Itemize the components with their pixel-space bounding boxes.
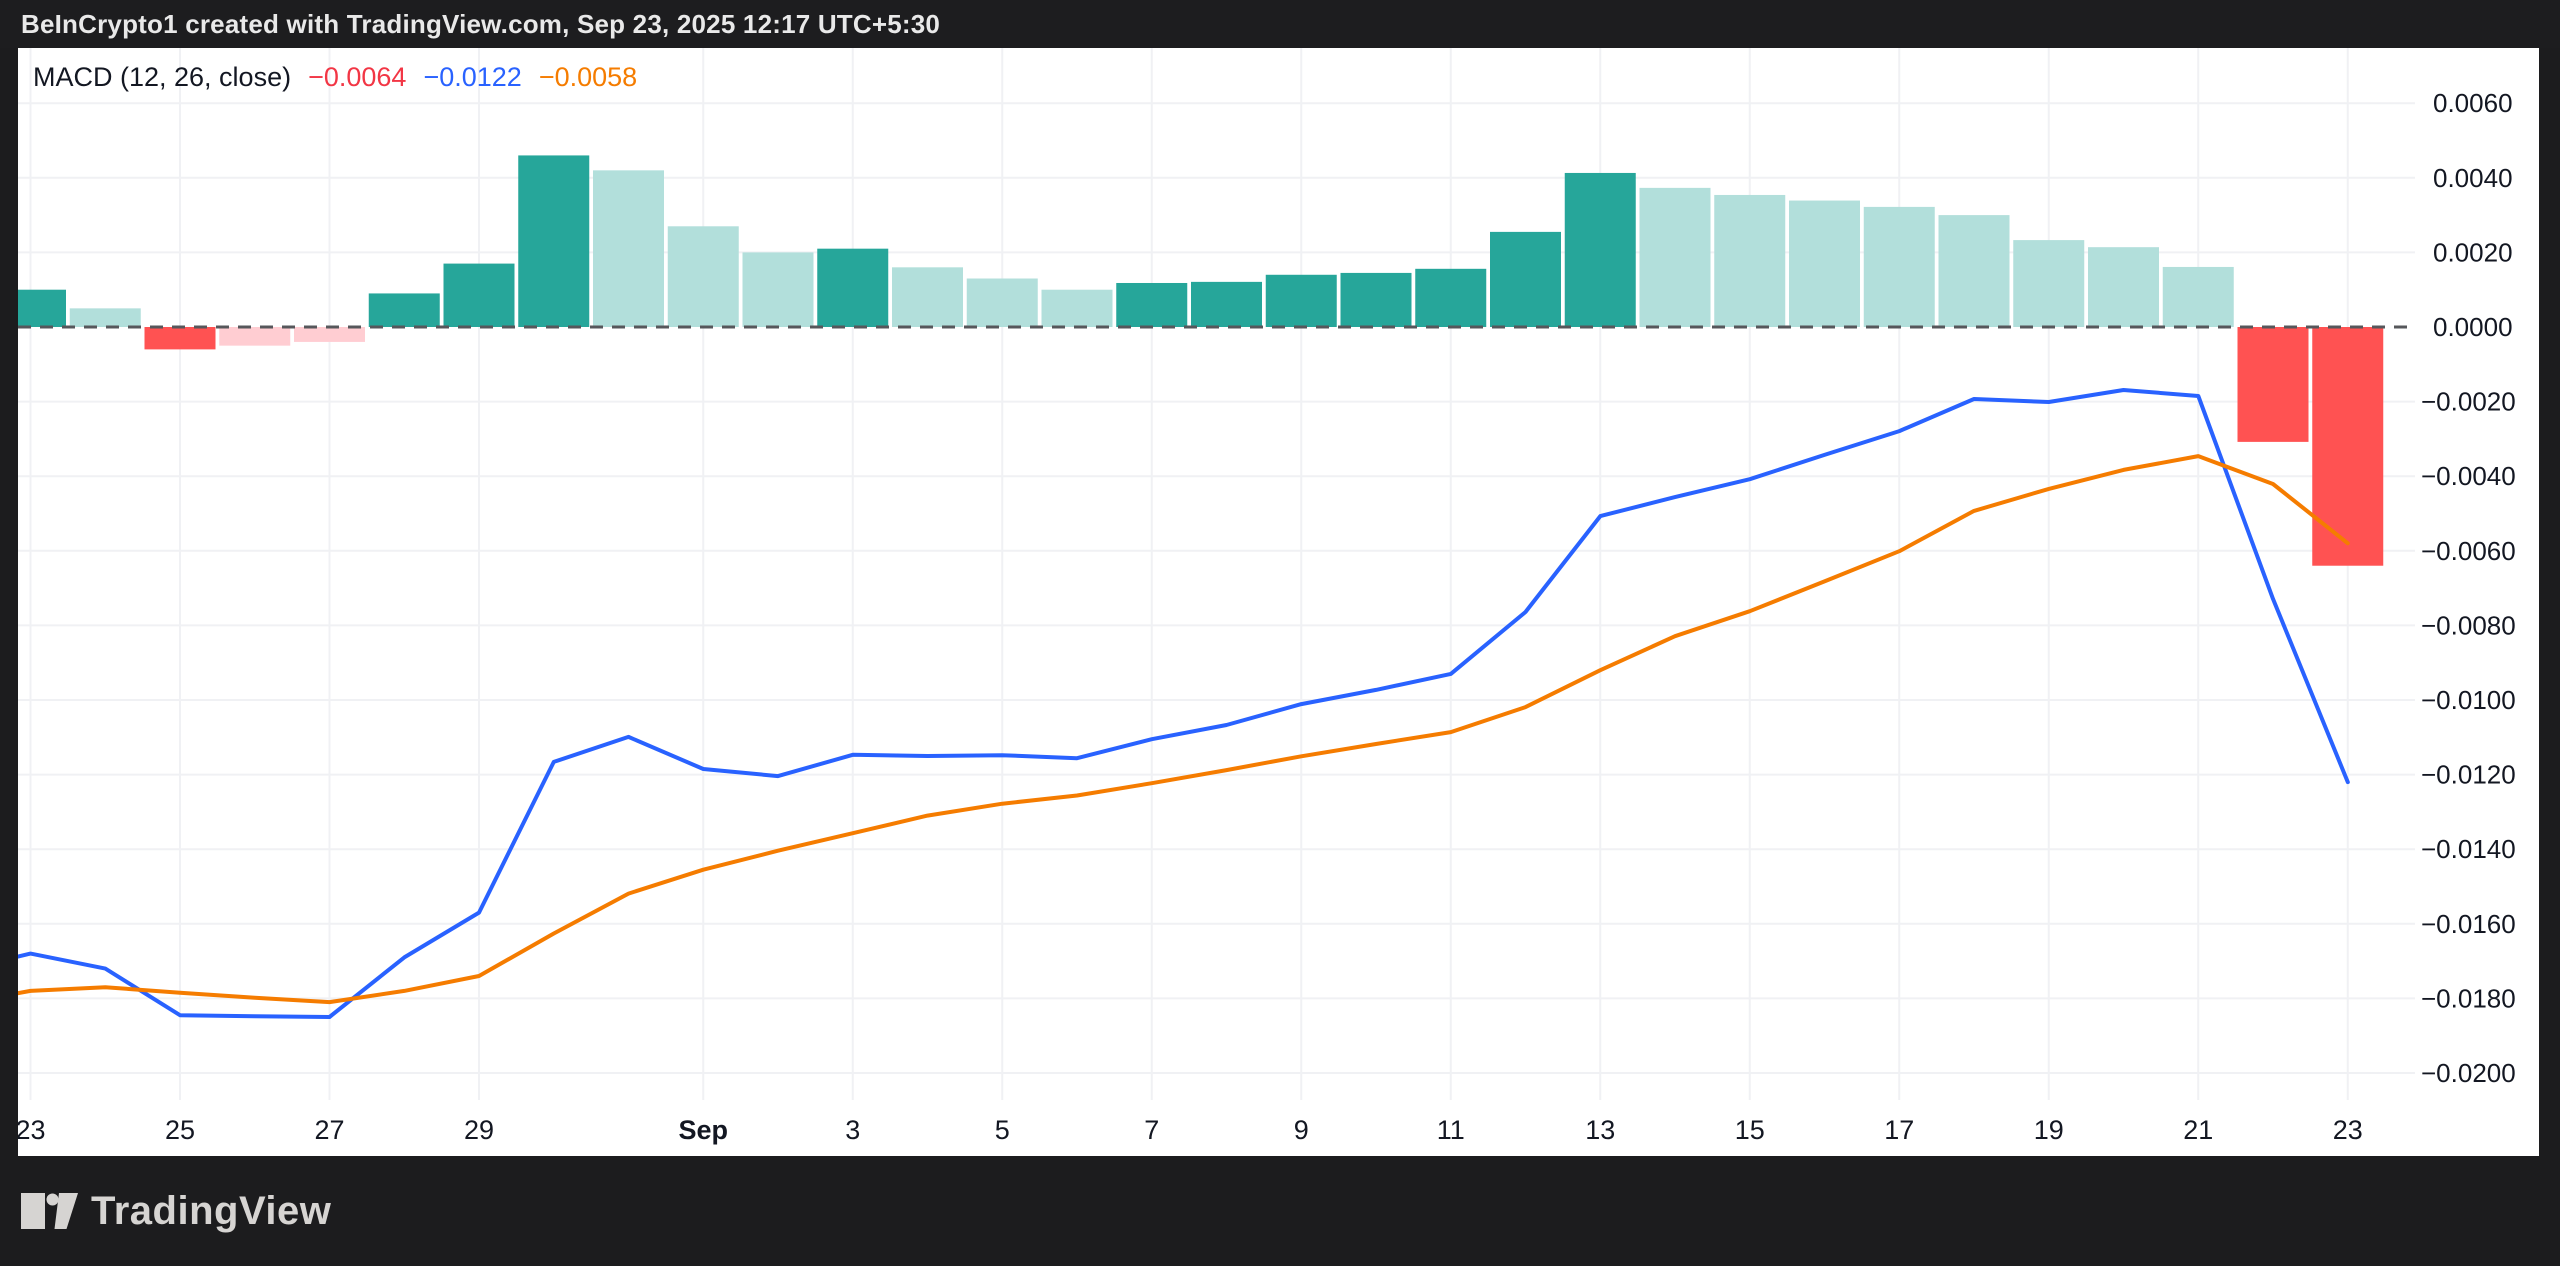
histogram-bar — [1191, 281, 1262, 327]
price-scale-label: 0.0040 — [2433, 163, 2513, 193]
histogram-bar — [2088, 247, 2159, 327]
time-scale-label: 5 — [995, 1115, 1010, 1145]
price-scale-label: −0.0100 — [2421, 685, 2516, 715]
time-scale-label: 7 — [1144, 1115, 1159, 1145]
signal-line — [18, 454, 2350, 1005]
price-scale-label: −0.0060 — [2421, 536, 2516, 566]
price-scale-label: 0.0020 — [2433, 237, 2513, 267]
indicator-legend: MACD (12, 26, close) −0.0064 −0.0122 −0.… — [33, 62, 637, 93]
indicator-title[interactable]: MACD (12, 26, close) — [33, 62, 292, 92]
price-scale-label: 0.0060 — [2433, 88, 2513, 118]
gridlines — [18, 48, 2415, 1100]
macd-chart-canvas[interactable]: 0.0060 0.0040 0.0020 0.0000 −0.0020 −0.0040 −0… — [18, 48, 2539, 1156]
price-scale-label: −0.0160 — [2421, 909, 2516, 939]
snapshot-title: BeInCrypto1 created with TradingView.com… — [21, 8, 941, 39]
time-scale-label: 9 — [1294, 1115, 1309, 1145]
tradingview-brand-text: TradingView — [91, 1188, 332, 1233]
histogram-bar — [1340, 272, 1412, 327]
time-scale-label: 25 — [165, 1115, 195, 1145]
time-scale-label: 17 — [1884, 1115, 1914, 1145]
histogram-bar — [368, 293, 440, 327]
histogram-bar — [2237, 327, 2309, 442]
time-scale-label: 19 — [2034, 1115, 2064, 1145]
histogram-bar — [1041, 289, 1113, 327]
histogram-bar — [1789, 200, 1860, 327]
price-scale-label: −0.0200 — [2421, 1058, 2516, 1088]
histogram-bar — [69, 308, 141, 327]
histogram-bar — [892, 267, 963, 327]
price-scale-label: −0.0140 — [2421, 834, 2516, 864]
histogram-bar — [1938, 215, 2010, 327]
histogram-bar — [1863, 206, 1935, 327]
time-scale-label: 21 — [2183, 1115, 2213, 1145]
histogram-bar — [1714, 194, 1786, 327]
price-scale-label: −0.0120 — [2421, 760, 2516, 790]
histogram-bar — [1639, 187, 1711, 327]
histogram-bar — [1564, 172, 1636, 327]
histogram-current-value: −0.0064 — [308, 62, 407, 92]
histogram-bar — [667, 226, 739, 327]
time-scale-label: 15 — [1735, 1115, 1765, 1145]
histogram-bar — [742, 252, 814, 327]
macd-histogram — [18, 155, 2384, 566]
time-scale-label: 11 — [1437, 1115, 1465, 1145]
histogram-bar — [817, 248, 889, 327]
price-scale-label: −0.0180 — [2421, 983, 2516, 1013]
time-scale-label: 13 — [1585, 1115, 1615, 1145]
histogram-bar — [2312, 327, 2384, 566]
time-scale-label: 23 — [2333, 1115, 2363, 1145]
histogram-bar — [443, 263, 515, 327]
price-scale-label: 0.0000 — [2433, 312, 2513, 342]
histogram-bar — [966, 278, 1038, 327]
histogram-bar — [18, 289, 66, 327]
tradingview-logo-icon — [21, 1193, 78, 1229]
price-scale-label: −0.0080 — [2421, 610, 2516, 640]
time-scale-label: 29 — [464, 1115, 494, 1145]
histogram-bar — [1116, 282, 1188, 327]
histogram-bar — [2162, 266, 2234, 327]
macd-current-value: −0.0122 — [423, 62, 522, 92]
histogram-bar — [144, 327, 216, 350]
time-scale[interactable]: 23 25 27 29 Sep 3 5 7 9 11 13 15 17 19 21 23 — [18, 1115, 2363, 1145]
histogram-bar — [294, 327, 365, 342]
histogram-bar — [593, 170, 664, 327]
signal-current-value: −0.0058 — [538, 62, 638, 92]
time-scale-label: Sep — [678, 1115, 728, 1145]
price-scale-label: −0.0040 — [2421, 461, 2516, 491]
snapshot-header: BeInCrypto1 created with TradingView.com… — [0, 0, 2560, 48]
time-scale-label: 23 — [18, 1115, 46, 1145]
histogram-bar — [1265, 274, 1337, 327]
tradingview-brand-link[interactable]: TradingView — [21, 1189, 331, 1234]
price-scale-label: −0.0020 — [2421, 387, 2516, 417]
price-scale[interactable]: 0.0060 0.0040 0.0020 0.0000 −0.0020 −0.0040 −0… — [2421, 88, 2516, 1088]
footer-bar: TradingView — [0, 1156, 2560, 1266]
time-scale-label: 27 — [314, 1115, 344, 1145]
histogram-bar — [518, 155, 590, 327]
chart-panel — [18, 48, 2539, 1156]
histogram-bar — [1490, 231, 1561, 327]
histogram-bar — [219, 327, 291, 346]
time-scale-label: 3 — [845, 1115, 860, 1145]
histogram-bar — [1415, 268, 1487, 327]
histogram-bar — [2013, 240, 2085, 327]
